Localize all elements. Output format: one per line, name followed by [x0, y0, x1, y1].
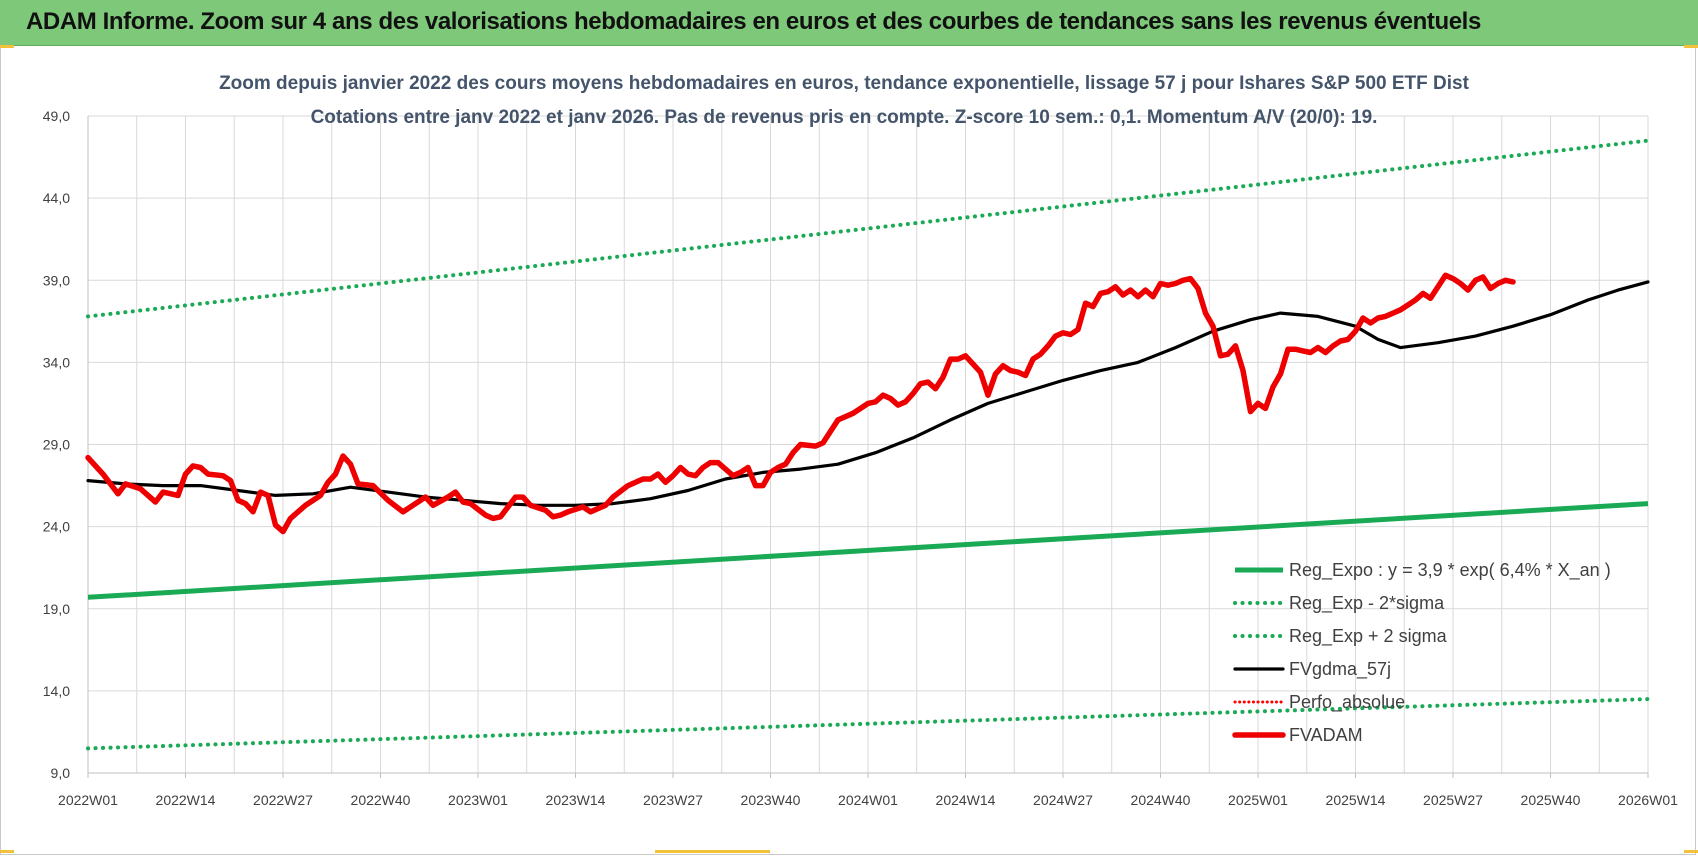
x-tick-label: 2023W01 — [448, 792, 508, 808]
legend-label-reg-plus: Reg_Exp + 2 sigma — [1289, 626, 1448, 647]
chart-title-line-1: Zoom depuis janvier 2022 des cours moyen… — [219, 73, 1470, 94]
series — [85, 138, 1650, 751]
y-axis-ticks: 9,0 14,0 19,0 24,0 29,0 34,0 39,0 44,0 49,0 — [43, 108, 70, 781]
x-tick-label: 2022W14 — [156, 792, 216, 808]
x-tick-label: 2024W01 — [838, 792, 898, 808]
x-tick-label: 2024W27 — [1033, 792, 1093, 808]
legend-label-perfo: Perfo_absolue — [1289, 692, 1405, 713]
legend-label-reg-minus: Reg_Exp - 2*sigma — [1289, 593, 1445, 614]
corner-mark-bottom-center — [655, 850, 770, 853]
x-tick-label: 2025W27 — [1423, 792, 1483, 808]
y-tick-label: 49,0 — [43, 108, 70, 124]
y-tick-label: 44,0 — [43, 190, 70, 206]
x-tick-label: 2023W27 — [643, 792, 703, 808]
x-axis-ticks: 2022W01 2022W14 2022W27 2022W40 2023W01 2023W… — [58, 773, 1678, 808]
y-tick-label: 14,0 — [43, 683, 70, 699]
series-line-reg-plus — [86, 138, 1650, 319]
x-tick-label: 2022W40 — [351, 792, 411, 808]
x-tick-label: 2025W14 — [1326, 792, 1386, 808]
corner-mark-top-right — [1684, 45, 1698, 48]
y-tick-label: 29,0 — [43, 437, 70, 453]
x-tick-label: 2026W01 — [1618, 792, 1678, 808]
series-line-reg-expo — [87, 501, 1649, 600]
x-tick-label: 2025W40 — [1521, 792, 1581, 808]
corner-mark-bottom-left — [0, 850, 14, 853]
y-tick-label: 24,0 — [43, 519, 70, 535]
legend-label-fvgdma: FVgdma_57j — [1289, 659, 1391, 680]
series-line-reg-minus — [86, 697, 1650, 751]
x-tick-label: 2024W14 — [936, 792, 996, 808]
y-tick-label: 9,0 — [51, 765, 71, 781]
y-tick-label: 19,0 — [43, 601, 70, 617]
x-tick-label: 2025W01 — [1228, 792, 1288, 808]
corner-mark-bottom-right — [1684, 850, 1698, 853]
x-tick-label: 2022W01 — [58, 792, 118, 808]
page-title: ADAM Informe. Zoom sur 4 ans des valoris… — [26, 8, 1481, 35]
x-tick-label: 2022W27 — [253, 792, 313, 808]
legend-label-reg-expo: Reg_Expo : y = 3,9 * exp( 6,4% * X_an ) — [1289, 560, 1611, 581]
y-tick-label: 39,0 — [43, 272, 70, 288]
x-tick-label: 2024W40 — [1131, 792, 1191, 808]
x-tick-label: 2023W40 — [741, 792, 801, 808]
legend-label-fvadam: FVADAM — [1289, 725, 1363, 745]
y-tick-label: 34,0 — [43, 354, 70, 370]
corner-mark-top-left — [0, 45, 14, 48]
grid — [87, 115, 1649, 774]
title-banner: ADAM Informe. Zoom sur 4 ans des valoris… — [0, 0, 1698, 46]
series-line-fvadam — [85, 272, 1516, 535]
chart-title-line-2: Cotations entre janv 2022 et janv 2026. … — [311, 107, 1378, 128]
legend: Reg_Expo : y = 3,9 * exp( 6,4% * X_an ) R… — [1232, 560, 1611, 745]
series-line-fvgdma — [86, 280, 1650, 507]
x-tick-label: 2023W14 — [546, 792, 606, 808]
